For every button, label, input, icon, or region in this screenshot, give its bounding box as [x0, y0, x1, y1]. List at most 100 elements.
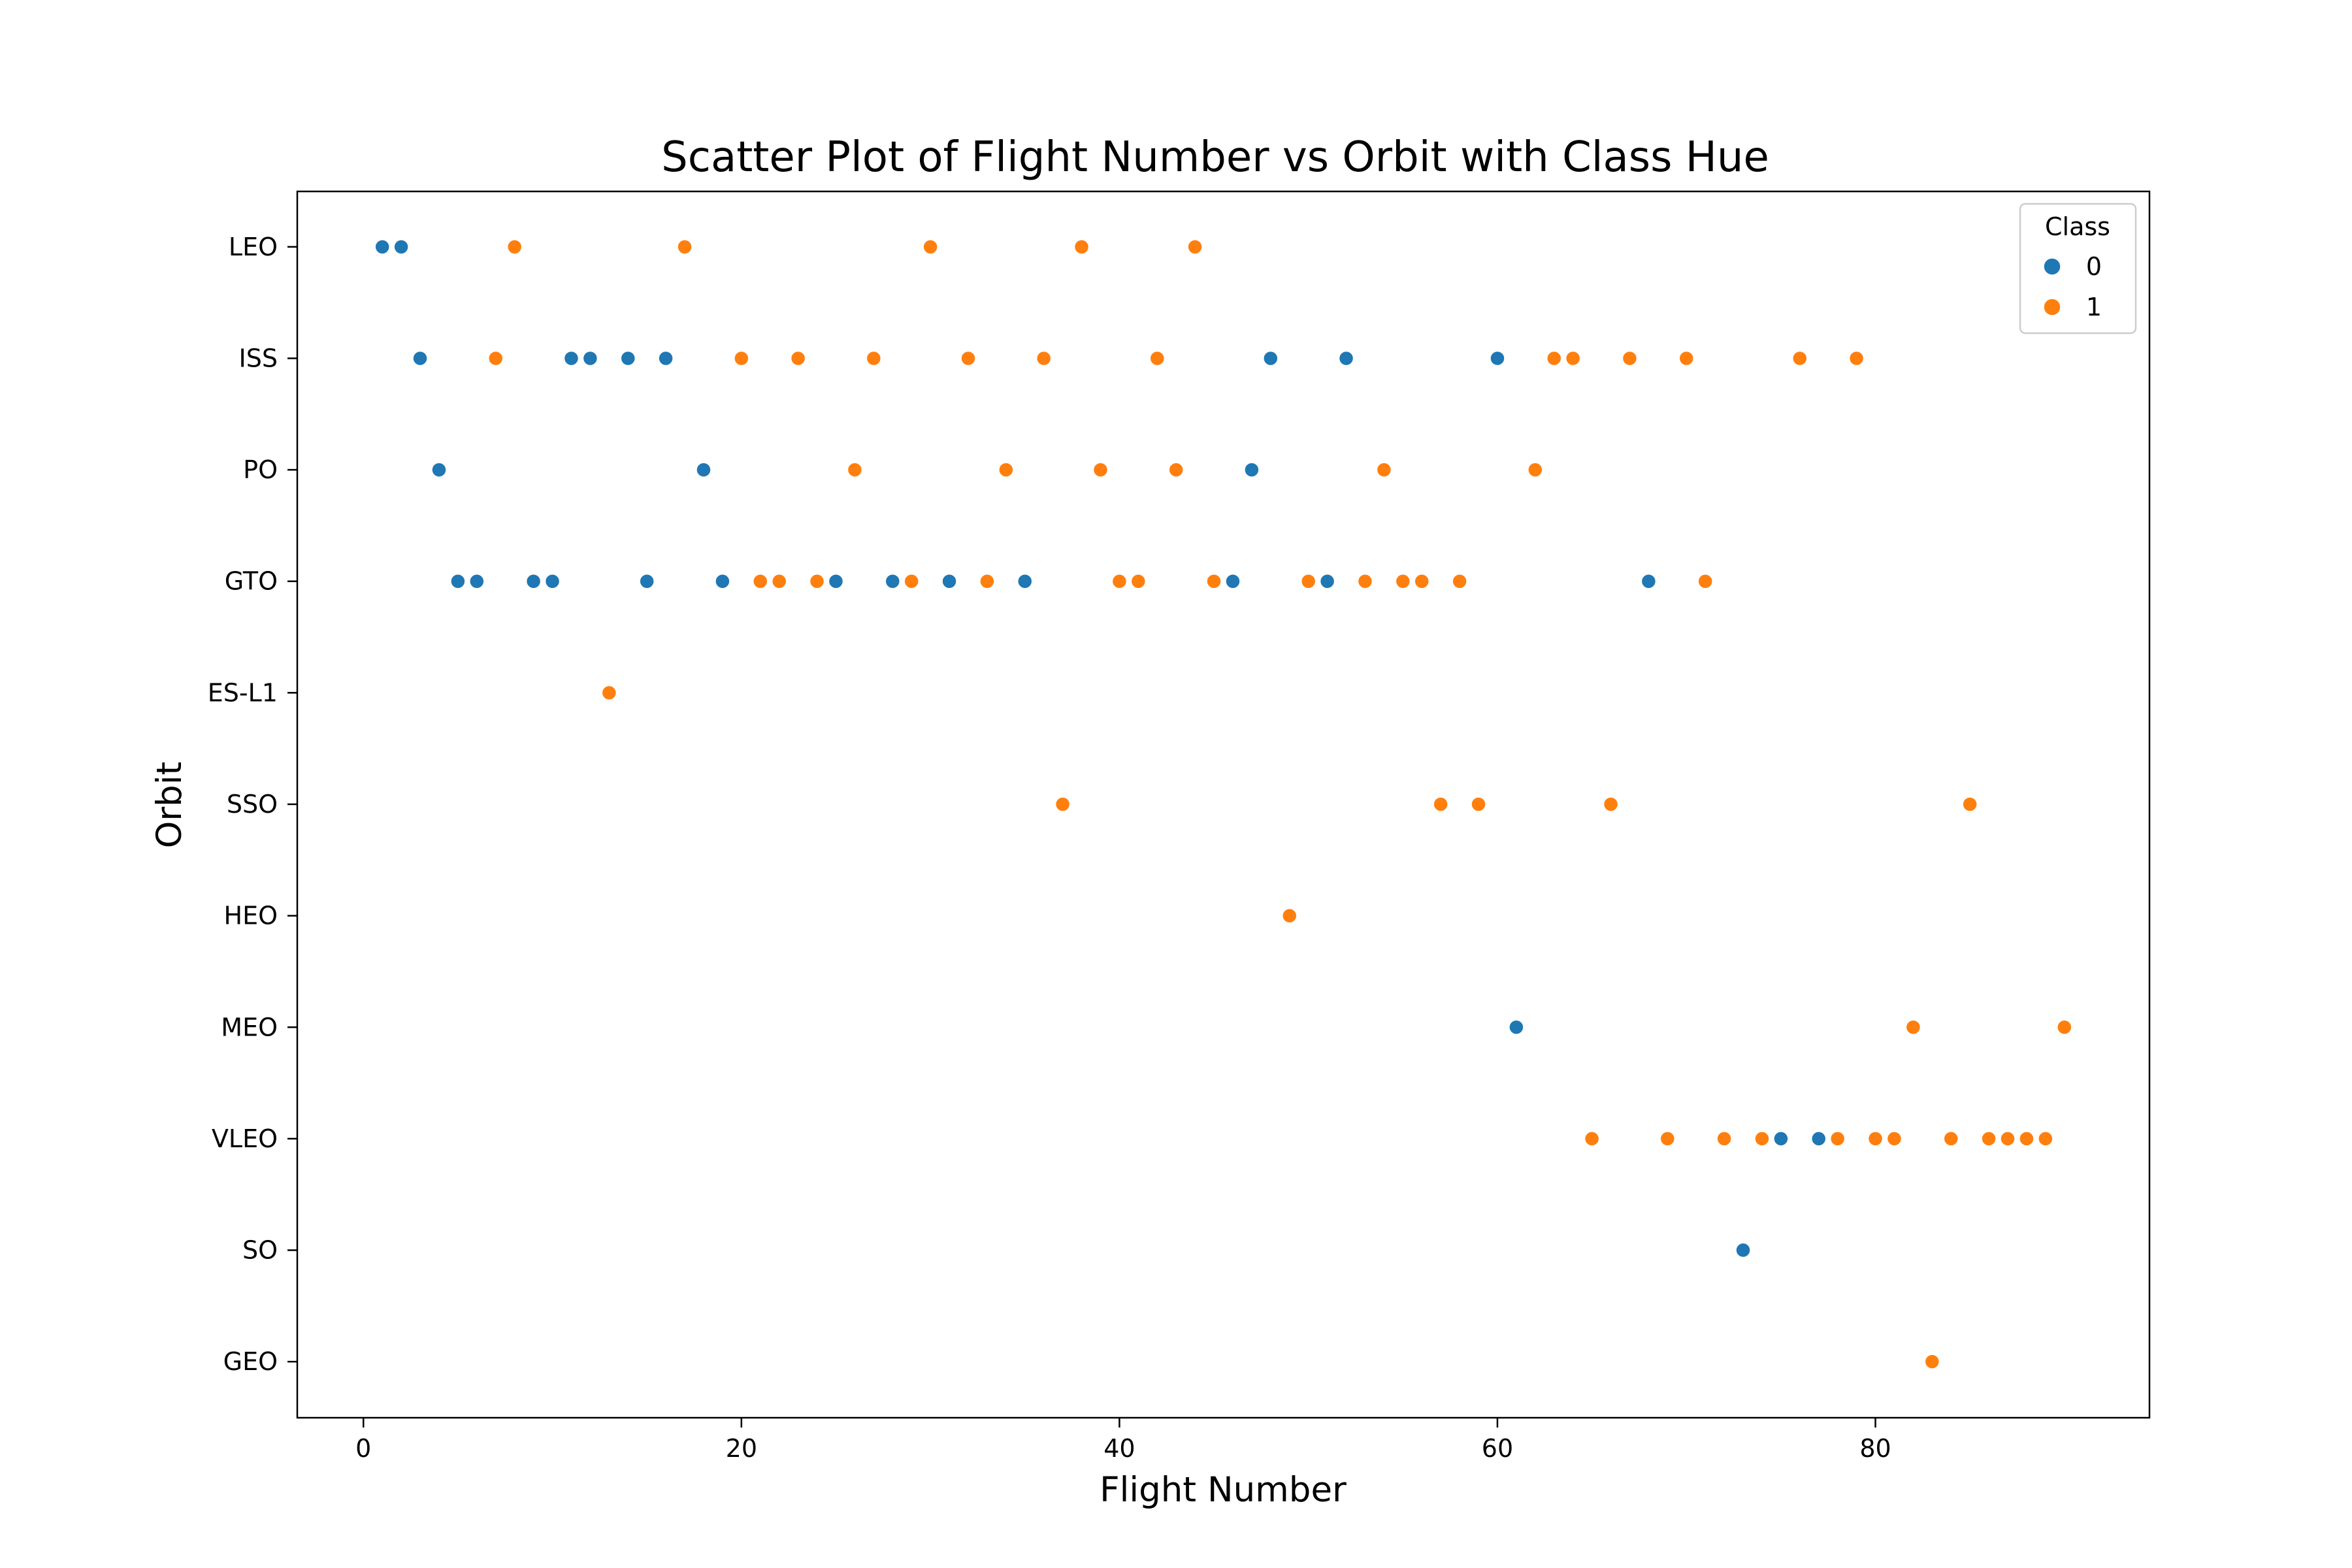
data-point-class-1	[1168, 462, 1184, 478]
chart-title: Scatter Plot of Flight Number vs Orbit w…	[661, 133, 1769, 182]
x-axis-label: Flight Number	[1100, 1470, 1347, 1510]
data-point-class-1	[1565, 350, 1581, 367]
data-point-class-1	[1848, 350, 1865, 367]
data-point-class-1	[998, 462, 1014, 478]
data-point-class-0	[715, 573, 730, 589]
y-tick-label: ISS	[239, 344, 278, 372]
data-point-class-1	[809, 573, 825, 589]
data-point-class-1	[2019, 1131, 2034, 1147]
y-tick-label: GTO	[225, 567, 278, 596]
data-point-class-1	[1981, 1131, 1997, 1147]
data-point-class-1	[1754, 1131, 1770, 1147]
y-tick-label: SO	[242, 1236, 278, 1265]
data-point-class-0	[525, 573, 542, 589]
data-point-class-1	[2057, 1019, 2072, 1036]
data-point-class-0	[1641, 573, 1657, 589]
data-point-class-0	[1490, 350, 1505, 367]
data-point-class-1	[1282, 907, 1298, 924]
x-tick-label: 80	[1859, 1434, 1891, 1463]
data-point-class-1	[1206, 573, 1222, 589]
data-point-class-1	[1036, 350, 1052, 367]
data-point-class-1	[1622, 350, 1638, 367]
data-point-class-1	[506, 239, 523, 255]
data-point-class-1	[866, 350, 882, 367]
data-point-class-1	[1792, 350, 1808, 367]
data-point-class-0	[1509, 1019, 1524, 1036]
y-tick-label: HEO	[224, 902, 278, 930]
data-point-class-1	[1659, 1131, 1676, 1147]
data-point-class-0	[1735, 1242, 1751, 1258]
data-point-class-0	[469, 573, 485, 589]
data-point-class-1	[1527, 462, 1543, 478]
data-point-class-0	[412, 350, 428, 367]
data-point-class-1	[1943, 1131, 1959, 1147]
data-point-class-1	[1471, 796, 1486, 812]
data-point-class-0	[696, 462, 711, 478]
data-point-class-0	[1263, 350, 1279, 367]
data-point-class-0	[1017, 573, 1033, 589]
data-point-class-0	[450, 573, 466, 589]
data-point-class-1	[1546, 350, 1562, 367]
data-point-class-0	[885, 573, 900, 589]
data-point-class-1	[1886, 1131, 1903, 1147]
data-point-class-1	[2038, 1131, 2053, 1147]
data-point-class-1	[1149, 350, 1165, 367]
data-point-class-0	[1244, 462, 1260, 478]
data-point-class-0	[582, 350, 598, 367]
data-point-class-1	[734, 350, 749, 367]
data-point-class-0	[1338, 350, 1354, 367]
data-point-class-0	[658, 350, 674, 367]
legend-label: 1	[2086, 293, 2102, 321]
data-point-class-1	[488, 350, 504, 367]
data-point-class-0	[620, 350, 636, 367]
data-point-class-1	[904, 573, 919, 589]
data-point-class-0	[374, 239, 390, 255]
y-tick-label: PO	[243, 455, 278, 484]
data-point-class-1	[1924, 1354, 1940, 1369]
x-axis-ticks: 0 20 40 60 80	[355, 1418, 1891, 1463]
data-point-class-0	[639, 573, 655, 589]
legend-title: Class	[2045, 212, 2110, 241]
data-point-class-1	[1603, 796, 1619, 812]
x-tick-label: 0	[355, 1434, 371, 1463]
y-tick-label: GEO	[223, 1347, 278, 1376]
y-tick-label: SSO	[227, 790, 278, 819]
data-point-class-1	[677, 239, 693, 255]
data-point-class-0	[393, 239, 409, 255]
y-tick-label: VLEO	[212, 1124, 278, 1153]
data-point-class-0	[431, 462, 447, 478]
data-point-class-1	[1054, 796, 1071, 812]
data-point-class-1	[1376, 462, 1392, 478]
data-point-class-1	[1433, 796, 1448, 812]
data-point-class-1	[1300, 573, 1316, 589]
data-point-class-1	[1678, 350, 1694, 367]
data-point-class-0	[941, 573, 957, 589]
data-point-class-1	[1716, 1131, 1732, 1147]
data-point-class-1	[1111, 573, 1128, 589]
data-point-class-1	[847, 462, 863, 478]
y-tick-label: LEO	[229, 233, 278, 261]
data-point-class-1	[601, 685, 617, 701]
data-point-class-1	[1697, 573, 1713, 589]
data-point-class-1	[771, 573, 787, 589]
data-point-class-0	[828, 573, 844, 589]
points-layer	[374, 239, 2072, 1369]
legend-entries: 01	[2043, 252, 2102, 321]
y-tick-label: ES-L1	[208, 678, 278, 707]
legend-marker	[2043, 298, 2061, 316]
data-point-class-1	[1829, 1131, 1846, 1147]
data-point-class-1	[2000, 1131, 2016, 1147]
x-tick-label: 40	[1103, 1434, 1135, 1463]
data-point-class-1	[1395, 573, 1411, 589]
data-point-class-1	[790, 350, 806, 367]
data-point-class-1	[1905, 1019, 1921, 1036]
data-point-class-0	[1319, 573, 1335, 589]
data-point-class-1	[1867, 1131, 1884, 1147]
data-point-class-1	[960, 350, 976, 367]
y-axis-ticks: LEO ISS PO GTO ES-L1 SSO HEO MEO VLEO SO GEO	[208, 233, 297, 1376]
data-point-class-1	[923, 239, 938, 255]
data-point-class-0	[544, 573, 561, 589]
data-point-class-1	[1130, 573, 1147, 589]
